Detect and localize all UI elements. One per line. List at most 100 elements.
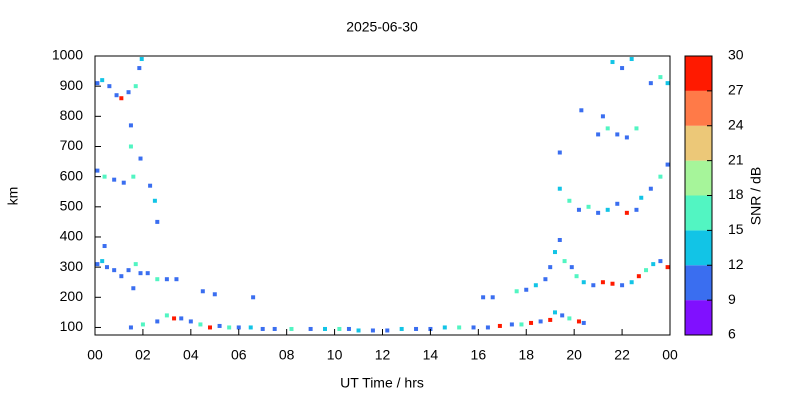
data-point xyxy=(164,277,169,282)
data-point xyxy=(519,322,524,327)
y-tick-label: 200 xyxy=(60,288,84,304)
plot-frame xyxy=(94,55,671,336)
data-point xyxy=(95,168,100,173)
data-point xyxy=(442,325,447,330)
colorbar-label: SNR / dB xyxy=(748,167,764,225)
data-point xyxy=(624,135,629,140)
data-point xyxy=(615,132,620,137)
data-point xyxy=(370,328,375,333)
data-point xyxy=(212,292,217,297)
data-point xyxy=(188,319,193,324)
colorbar-band xyxy=(685,230,712,266)
data-point xyxy=(485,325,490,330)
data-point xyxy=(112,268,117,273)
data-point xyxy=(385,328,390,333)
data-point xyxy=(399,326,404,331)
colorbar-band xyxy=(685,125,712,161)
data-point xyxy=(610,281,615,286)
data-point xyxy=(605,126,610,131)
colorbar-tick-label: 15 xyxy=(728,221,744,237)
x-tick-label: 10 xyxy=(327,347,343,363)
data-point xyxy=(138,271,143,276)
data-point xyxy=(289,326,294,331)
data-point xyxy=(624,210,629,215)
data-point xyxy=(260,326,265,331)
x-tick-label: 20 xyxy=(566,347,582,363)
data-point xyxy=(236,325,241,330)
data-point xyxy=(665,162,670,167)
data-point xyxy=(200,289,205,294)
y-tick-label: 1000 xyxy=(52,47,83,63)
data-point xyxy=(104,265,109,270)
data-point xyxy=(658,174,663,179)
data-point xyxy=(131,174,136,179)
x-tick-label: 08 xyxy=(279,347,295,363)
data-point xyxy=(248,325,253,330)
x-tick-label: 00 xyxy=(662,347,678,363)
data-point xyxy=(179,316,184,321)
data-point xyxy=(95,262,100,267)
colorbar-band xyxy=(685,195,712,231)
data-point xyxy=(529,320,534,325)
data-point xyxy=(648,186,653,191)
data-point xyxy=(557,237,562,242)
colorbar-tick-label: 9 xyxy=(728,291,736,307)
y-tick-label: 100 xyxy=(60,318,84,334)
data-point xyxy=(497,323,502,328)
colorbar-tick-label: 12 xyxy=(728,256,744,272)
data-point xyxy=(138,156,143,161)
data-point xyxy=(155,319,160,324)
data-point xyxy=(553,310,557,315)
data-point xyxy=(574,274,579,279)
x-tick-label: 04 xyxy=(183,347,199,363)
y-tick-label: 500 xyxy=(60,198,84,214)
data-point xyxy=(634,207,639,212)
x-tick-label: 14 xyxy=(423,347,439,363)
data-point xyxy=(172,316,177,321)
data-point xyxy=(308,326,313,331)
data-point xyxy=(112,177,117,182)
data-point xyxy=(119,96,124,101)
data-point xyxy=(428,326,433,331)
data-point xyxy=(356,328,361,333)
data-point xyxy=(100,259,105,264)
colorbar-tick-label: 30 xyxy=(728,47,744,63)
x-tick-label: 18 xyxy=(518,347,534,363)
data-point xyxy=(629,280,634,285)
data-point xyxy=(644,268,649,273)
data-point xyxy=(217,323,222,328)
data-point xyxy=(128,325,133,330)
data-point xyxy=(636,274,641,279)
data-point xyxy=(600,114,605,119)
data-point xyxy=(95,81,100,86)
data-point xyxy=(139,57,144,62)
data-point xyxy=(133,84,138,89)
data-point xyxy=(272,326,277,331)
colorbar-band xyxy=(685,300,712,335)
data-point xyxy=(251,295,256,300)
data-point xyxy=(102,244,107,249)
data-point xyxy=(553,250,557,255)
data-point xyxy=(600,280,605,285)
data-point xyxy=(639,195,644,200)
data-point xyxy=(543,277,548,282)
data-point xyxy=(648,81,653,86)
data-point xyxy=(126,90,131,95)
chart-title: 2025-06-30 xyxy=(346,19,418,35)
data-point xyxy=(119,274,124,279)
data-point xyxy=(131,286,136,291)
data-point xyxy=(569,265,574,270)
data-point xyxy=(620,283,625,288)
data-point xyxy=(155,277,160,282)
y-tick-label: 700 xyxy=(60,137,84,153)
data-point xyxy=(581,320,586,325)
data-point xyxy=(567,198,572,203)
data-point xyxy=(634,126,639,131)
data-point xyxy=(208,325,212,330)
data-point xyxy=(581,280,586,285)
data-point xyxy=(562,259,567,264)
x-tick-label: 22 xyxy=(614,347,630,363)
colorbar-tick-label: 6 xyxy=(728,326,736,342)
data-point xyxy=(524,287,529,292)
data-point xyxy=(145,271,150,276)
